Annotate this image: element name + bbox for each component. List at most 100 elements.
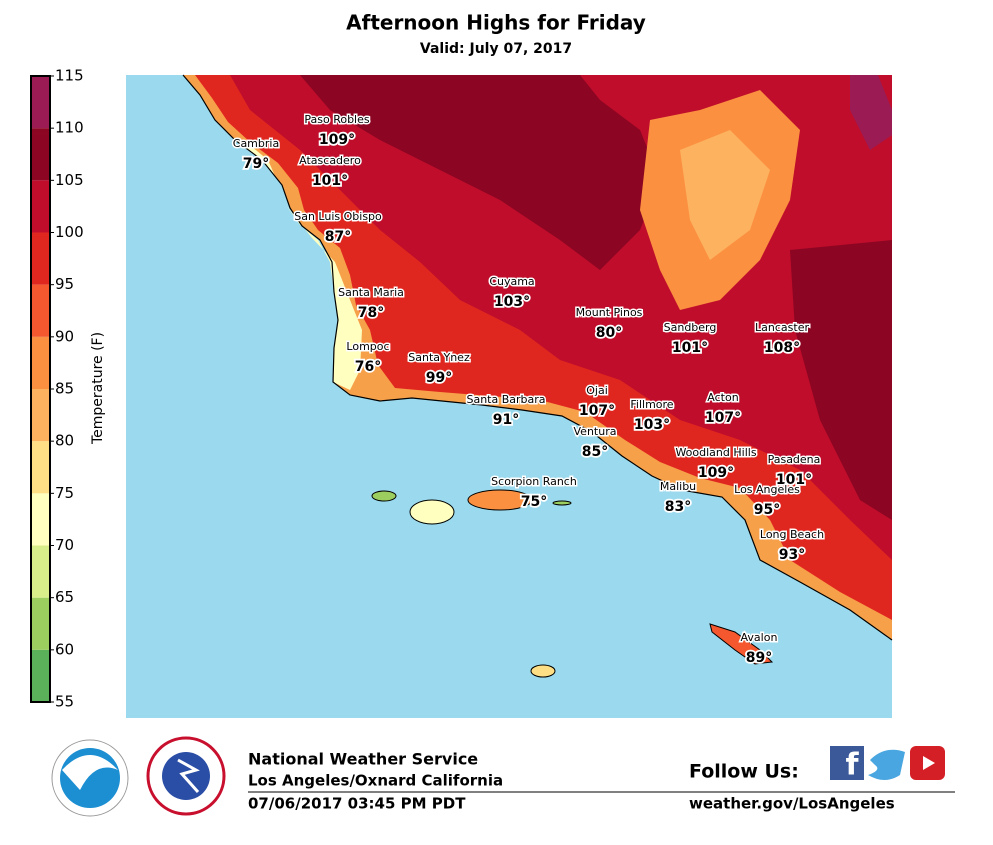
office: Los Angeles/Oxnard California — [248, 772, 503, 790]
colorbar-segment — [31, 180, 50, 233]
city-temp: 101° — [312, 173, 348, 189]
colorbar-tick-label: 110 — [55, 119, 84, 137]
city-name: Los Angeles — [734, 483, 800, 496]
city-temp: 95° — [754, 502, 780, 518]
title: Afternoon Highs for Friday — [346, 11, 646, 35]
city-name: Santa Barbara — [466, 393, 545, 406]
colorbar-segment — [31, 76, 50, 129]
city-name: Fillmore — [630, 398, 673, 411]
land-hottest — [300, 75, 660, 270]
facebook-icon[interactable] — [830, 746, 864, 780]
city-temp: 101° — [776, 472, 812, 488]
city-temp: 93° — [779, 547, 805, 563]
city-name: Avalon — [741, 631, 778, 644]
city-temp: 78° — [358, 305, 384, 321]
colorbar-segment — [31, 389, 50, 442]
city-name: Mount Pinos — [576, 306, 643, 319]
colorbar-segment — [31, 493, 50, 546]
city-temp: 75° — [521, 494, 547, 510]
city-temp: 101° — [672, 340, 708, 356]
island — [467, 489, 533, 511]
colorbar-segment — [31, 284, 50, 337]
city-temp: 87° — [325, 229, 351, 245]
city-temp: 79° — [243, 156, 269, 172]
colorbar-tick-label: 65 — [55, 588, 74, 606]
city-temp: 83° — [665, 499, 691, 515]
city-name: Lancaster — [755, 321, 809, 334]
city-temp: 99° — [426, 370, 452, 386]
colorbar-segment — [31, 232, 50, 285]
city-temp: 107° — [579, 403, 615, 419]
high-desert-cooler — [680, 130, 770, 260]
colorbar-tick-label: 55 — [55, 693, 74, 711]
city-temp: 91° — [493, 412, 519, 428]
city-name: Long Beach — [760, 528, 824, 541]
coastline — [182, 74, 893, 641]
island — [552, 500, 572, 506]
island — [371, 490, 397, 502]
colorbar-tick-label: 100 — [55, 223, 84, 241]
colorbar-tick-label: 105 — [55, 171, 84, 189]
city-name: Malibu — [660, 480, 696, 493]
city-temp: 89° — [746, 650, 772, 666]
city-temp: 80° — [596, 325, 622, 341]
colorbar-tick-label: 90 — [55, 327, 74, 345]
youtube-glyph — [923, 756, 935, 770]
issued: 07/06/2017 03:45 PM PDT — [248, 795, 466, 813]
island — [709, 623, 774, 665]
city-name: Santa Maria — [338, 286, 404, 299]
colorbar-tick-label: 80 — [55, 432, 74, 450]
city-temp: 107° — [705, 410, 741, 426]
desert-hottest — [850, 75, 892, 150]
noaa-gull — [62, 755, 118, 790]
city-temp: 109° — [319, 132, 355, 148]
city-name: Scorpion Ranch — [491, 475, 577, 488]
city-name: Ventura — [574, 425, 617, 438]
colorbar: Temperature (F) 55 60 65 70 75 80 85 90 95 100 105… — [30, 67, 106, 711]
coast-cool — [286, 205, 362, 390]
colorbar-segment — [31, 128, 50, 181]
city-name: Sandberg — [664, 321, 717, 334]
city-name: Cambria — [233, 137, 279, 150]
city-name: Woodland Hills — [675, 446, 756, 459]
city-temp: 85° — [582, 444, 608, 460]
city-temp: 109° — [698, 465, 734, 481]
city-name: Atascadero — [299, 154, 361, 167]
colorbar-tick-label: 115 — [55, 67, 84, 85]
city-name: Lompoc — [346, 340, 389, 353]
city-temp: 103° — [634, 417, 670, 433]
city-temp: 103° — [494, 294, 530, 310]
footer: National Weather Service Los Angeles/Oxn… — [51, 736, 955, 817]
colorbar-tick-label: 60 — [55, 640, 74, 658]
url[interactable]: weather.gov/LosAngeles — [689, 795, 895, 813]
city-name: Paso Robles — [304, 113, 370, 126]
nws-bolt — [177, 758, 200, 793]
colorbar-tick-label: 75 — [55, 484, 74, 502]
nws-logo-inner — [162, 752, 210, 800]
colorbar-tick-label: 95 — [55, 275, 74, 293]
colorbar-tick-label: 85 — [55, 380, 74, 398]
city-name: San Luis Obispo — [294, 210, 382, 223]
city-name: Ojai — [586, 384, 608, 397]
city-temp: 76° — [355, 359, 381, 375]
city-name: Cuyama — [489, 275, 534, 288]
desert-hot — [790, 240, 892, 520]
subtitle: Valid: July 07, 2017 — [420, 41, 572, 57]
city-name: Santa Ynez — [408, 351, 470, 364]
colorbar-segment — [31, 545, 50, 598]
facebook-glyph: f — [845, 748, 859, 783]
map: Paso Robles 109° Cambria 79° Atascadero 101° S… — [126, 74, 893, 718]
twitter-icon[interactable] — [868, 749, 905, 780]
city-name: Acton — [707, 391, 738, 404]
island — [409, 499, 455, 525]
colorbar-segment — [31, 649, 50, 702]
colorbar-segment — [31, 336, 50, 389]
colorbar-segment — [31, 597, 50, 650]
city-name: Pasadena — [768, 453, 821, 466]
follow: Follow Us: — [689, 761, 799, 783]
colorbar-tick-label: 70 — [55, 536, 74, 554]
org: National Weather Service — [248, 750, 478, 769]
colorbar-label: Temperature (F) — [90, 332, 106, 445]
colorbar-segment — [31, 441, 50, 494]
